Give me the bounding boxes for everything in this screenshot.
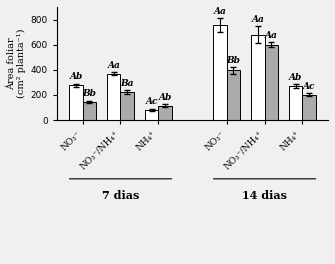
Text: Aa: Aa xyxy=(108,61,120,70)
Text: Ac: Ac xyxy=(303,82,315,91)
Bar xyxy=(289,86,303,120)
Bar xyxy=(213,25,226,120)
Bar xyxy=(226,70,240,120)
Bar xyxy=(145,110,158,120)
Text: 14 dias: 14 dias xyxy=(242,190,287,201)
Y-axis label: Área foliar
(cm² planta⁻¹): Área foliar (cm² planta⁻¹) xyxy=(7,29,26,98)
Bar xyxy=(303,95,316,120)
Text: 7 dias: 7 dias xyxy=(102,190,139,201)
Text: Ba: Ba xyxy=(120,79,134,88)
Bar xyxy=(158,106,172,120)
Bar xyxy=(107,74,121,120)
Bar xyxy=(121,92,134,120)
Text: Bb: Bb xyxy=(82,89,96,98)
Bar xyxy=(265,45,278,120)
Text: Ab: Ab xyxy=(158,93,172,102)
Text: Aa: Aa xyxy=(265,31,278,40)
Bar xyxy=(69,86,82,120)
Text: Aa: Aa xyxy=(213,7,226,16)
Bar xyxy=(82,102,96,120)
Text: Ab: Ab xyxy=(69,72,82,81)
Text: Aa: Aa xyxy=(252,15,264,24)
Text: Ab: Ab xyxy=(289,73,303,82)
Bar xyxy=(251,35,265,120)
Text: Ac: Ac xyxy=(145,97,158,106)
Text: Bb: Bb xyxy=(226,56,240,65)
